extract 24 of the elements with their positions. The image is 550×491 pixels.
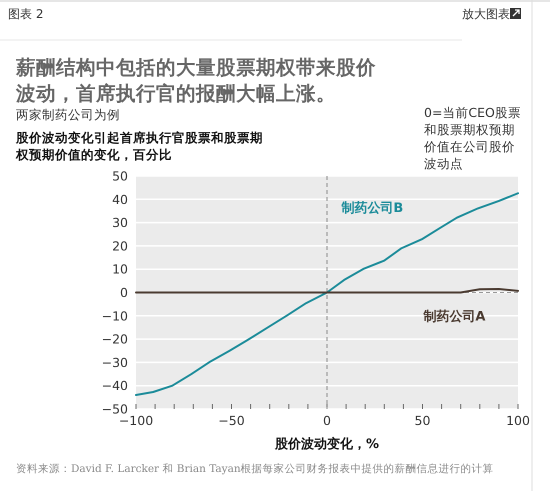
annotation: 图表 2 (8, 6, 44, 23)
y-tick-label: −40 (102, 378, 128, 394)
subtitle: 两家制药公司为例 (16, 107, 120, 124)
y-tick-label: 50 (112, 168, 128, 184)
ylabel: 股价波动变化引起首席执行官股票和股票期权预期价值的变化，百分比 (16, 129, 264, 163)
series-label: 制药公司B (341, 201, 404, 216)
y-tick-label: 20 (112, 238, 128, 254)
annotation: 0=当前CEO股票和股票期权预期价值在公司股价波动点 (424, 104, 522, 172)
y-tick-label: −20 (102, 332, 128, 347)
x-tick-label: 50 (414, 413, 430, 428)
annotation: 资料来源：David F. Larcker 和 Brian Tayan根据每家公司财务报表中提供的薪酬信息进行的计算 (16, 462, 494, 476)
y-tick-label: 40 (112, 192, 128, 207)
y-tick-label: −10 (102, 308, 128, 324)
y-tick-label: 0 (120, 285, 128, 300)
series-label: 制药公司A (423, 310, 486, 324)
xlabel: 股价波动变化，% (274, 436, 380, 453)
title: 薪酬结构中包括的大量股票期权带来股价波动，首席执行官的报酬大幅上涨。 (16, 55, 377, 107)
x-tick-label: 100 (506, 413, 530, 428)
y-tick-label: 30 (112, 215, 128, 230)
y-tick-label: −30 (102, 354, 128, 370)
annotation: 放大图表 (462, 6, 510, 23)
x-tick-label: 0 (323, 413, 332, 428)
x-tick-label: −50 (218, 413, 245, 428)
y-tick-label: 10 (112, 262, 128, 277)
